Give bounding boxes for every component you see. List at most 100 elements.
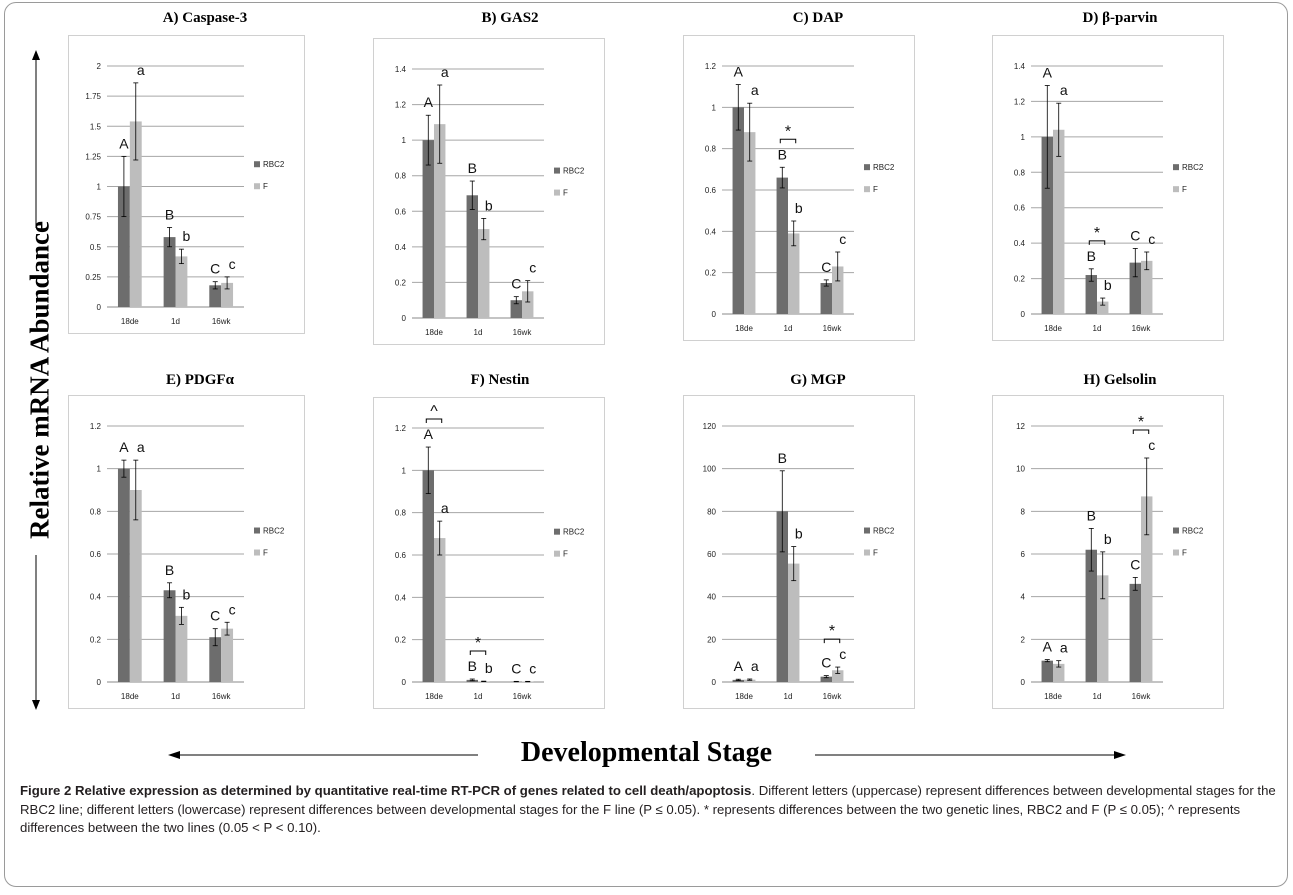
letter-lowercase: b [1104, 531, 1112, 547]
bar-f [744, 132, 756, 314]
legend-swatch [254, 527, 260, 534]
bar-rbc2 [117, 186, 130, 307]
letter-lowercase: c [529, 260, 536, 276]
legend-label: RBC2 [1182, 527, 1204, 536]
significance-bracket [1088, 240, 1106, 245]
letter-uppercase: A [734, 658, 744, 674]
y-tick-label: 1.2 [1014, 97, 1026, 106]
letter-lowercase: a [137, 439, 145, 455]
x-tick-label: 16wk [513, 692, 533, 701]
x-tick-label: 18de [1044, 324, 1062, 333]
y-tick-label: 0 [402, 314, 407, 323]
x-tick-label: 18de [425, 328, 443, 337]
x-tick-label: 1d [474, 692, 483, 701]
y-tick-label: 4 [1021, 593, 1026, 602]
letter-uppercase: C [210, 261, 220, 277]
y-tick-label: 0 [712, 678, 717, 687]
x-tick-label: 1d [784, 324, 793, 333]
y-tick-label: 1.4 [395, 65, 407, 74]
letter-lowercase: a [441, 64, 449, 80]
y-tick-label: 1.5 [90, 122, 102, 131]
x-tick-label: 18de [425, 692, 443, 701]
bar-f [478, 229, 490, 318]
x-tick-label: 16wk [1132, 324, 1152, 333]
significance-symbol: * [829, 623, 835, 640]
letter-lowercase: a [751, 658, 759, 674]
letter-lowercase: b [485, 197, 493, 213]
caption-text: . Different letters (uppercase) represen… [20, 783, 1276, 835]
bar-f [832, 670, 844, 682]
bar-rbc2 [820, 676, 832, 682]
letter-uppercase: A [424, 94, 434, 110]
y-axis-arrow [32, 50, 40, 710]
y-tick-label: 10 [1016, 465, 1025, 474]
legend-swatch [554, 550, 560, 557]
bar-rbc2 [1085, 275, 1097, 314]
bar-f [129, 121, 142, 308]
letter-lowercase: c [229, 256, 236, 272]
y-tick-label: 1.2 [705, 62, 717, 71]
legend-swatch [254, 161, 260, 168]
bar-f [221, 282, 234, 307]
y-tick-label: 0.6 [395, 207, 407, 216]
legend-swatch [864, 527, 870, 534]
bar-f [744, 679, 756, 682]
y-tick-label: 0.8 [90, 507, 102, 516]
y-tick-label: 0.8 [705, 145, 717, 154]
letter-lowercase: a [137, 62, 145, 78]
letter-uppercase: B [1087, 248, 1096, 264]
bar-f [1053, 129, 1065, 314]
bar-f [175, 615, 188, 682]
x-tick-label: 1d [1093, 692, 1102, 701]
bar-rbc2 [510, 300, 522, 318]
y-tick-label: 1.25 [85, 152, 101, 161]
legend-swatch [554, 189, 560, 196]
x-tick-label: 18de [1044, 692, 1062, 701]
letter-uppercase: A [1043, 639, 1053, 655]
y-tick-label: 0 [97, 303, 102, 312]
letter-uppercase: C [1130, 227, 1140, 243]
chart-svg: 0 2 4 6 8 10 12 18de A a 1d Bb 16wk Cc* RBC2 F [1016, 414, 1204, 701]
x-tick-label: 1d [171, 317, 180, 326]
legend-label: RBC2 [263, 527, 285, 536]
y-tick-label: 0.2 [705, 269, 717, 278]
y-tick-label: 0.2 [395, 636, 407, 645]
x-tick-label: 16wk [823, 692, 843, 701]
legend-label: F [263, 549, 268, 558]
y-tick-label: 80 [707, 507, 716, 516]
y-tick-label: 1 [97, 465, 102, 474]
y-axis-title: Relative mRNA Abundance [24, 220, 55, 540]
letter-lowercase: b [1104, 277, 1112, 293]
letter-uppercase: B [165, 206, 174, 222]
y-tick-label: 0.2 [1014, 275, 1026, 284]
legend-swatch [554, 167, 560, 174]
bar-rbc2 [163, 237, 176, 307]
y-tick-label: 0 [97, 678, 102, 687]
legend-label: RBC2 [873, 163, 895, 172]
legend-swatch [254, 549, 260, 556]
significance-symbol: * [1138, 414, 1144, 431]
bar-f [221, 628, 234, 682]
bar-f [788, 233, 800, 314]
legend-label: F [263, 182, 268, 191]
legend-swatch [1173, 527, 1179, 534]
letter-uppercase: A [119, 439, 129, 455]
legend-swatch [864, 549, 870, 556]
bar-rbc2 [422, 140, 434, 318]
letter-lowercase: c [229, 601, 236, 617]
x-tick-label: 18de [121, 317, 139, 326]
legend-label: RBC2 [563, 528, 585, 537]
letter-lowercase: b [485, 660, 493, 676]
bar-f [522, 291, 534, 318]
bar-rbc2 [163, 590, 176, 682]
letter-lowercase: c [1148, 231, 1155, 247]
y-tick-label: 1.2 [395, 424, 407, 433]
y-tick-label: 0.8 [1014, 168, 1026, 177]
bar-rbc2 [776, 177, 788, 314]
letter-lowercase: a [1060, 640, 1068, 656]
y-tick-label: 0.8 [395, 509, 407, 518]
chart-title: D) β-parvin [1082, 10, 1158, 26]
y-tick-label: 1 [97, 183, 102, 192]
